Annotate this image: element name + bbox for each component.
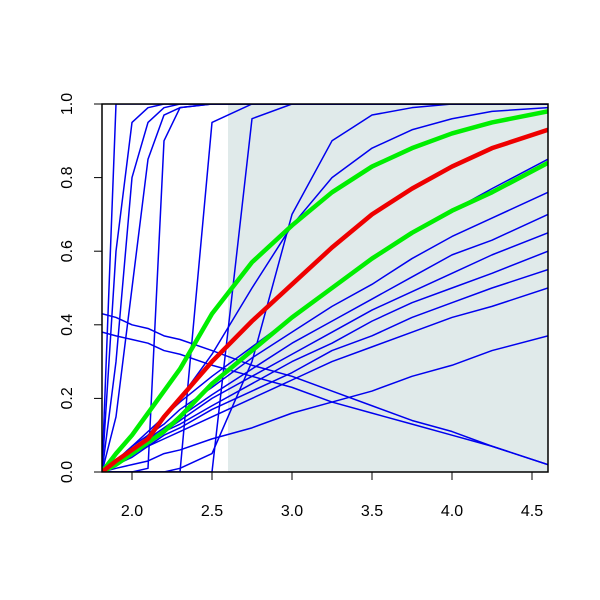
- series-line: [102, 313, 548, 466]
- y-tick-label: 0.8: [59, 166, 76, 188]
- plot-area: [102, 104, 548, 472]
- y-tick-label: 1.0: [59, 93, 76, 115]
- shaded-region: [228, 104, 548, 472]
- series-line: [102, 104, 548, 472]
- x-tick-label: 4.5: [521, 503, 543, 520]
- series-line: [102, 160, 548, 472]
- x-tick-label: 2.5: [201, 503, 223, 520]
- series-line: [102, 109, 548, 472]
- y-tick-label: 0.6: [59, 240, 76, 262]
- plot-frame: [101, 103, 549, 473]
- series-line: [102, 104, 548, 472]
- y-tick-label: 0.2: [59, 387, 76, 409]
- series-line: [102, 104, 548, 472]
- series-line: [102, 287, 548, 472]
- series-line: [102, 104, 548, 472]
- series-line: [102, 104, 548, 472]
- y-tick-label: 0.0: [59, 461, 76, 483]
- x-tick-label: 3.0: [281, 503, 303, 520]
- y-tick-label: 0.4: [59, 314, 76, 336]
- series-line: [102, 191, 548, 472]
- series-line: [102, 104, 548, 472]
- series-line: [102, 335, 548, 472]
- x-tick-label: 4.0: [441, 503, 463, 520]
- series-line: [102, 127, 548, 472]
- x-tick-label: 2.0: [121, 503, 143, 520]
- x-tick-label: 3.5: [361, 503, 383, 520]
